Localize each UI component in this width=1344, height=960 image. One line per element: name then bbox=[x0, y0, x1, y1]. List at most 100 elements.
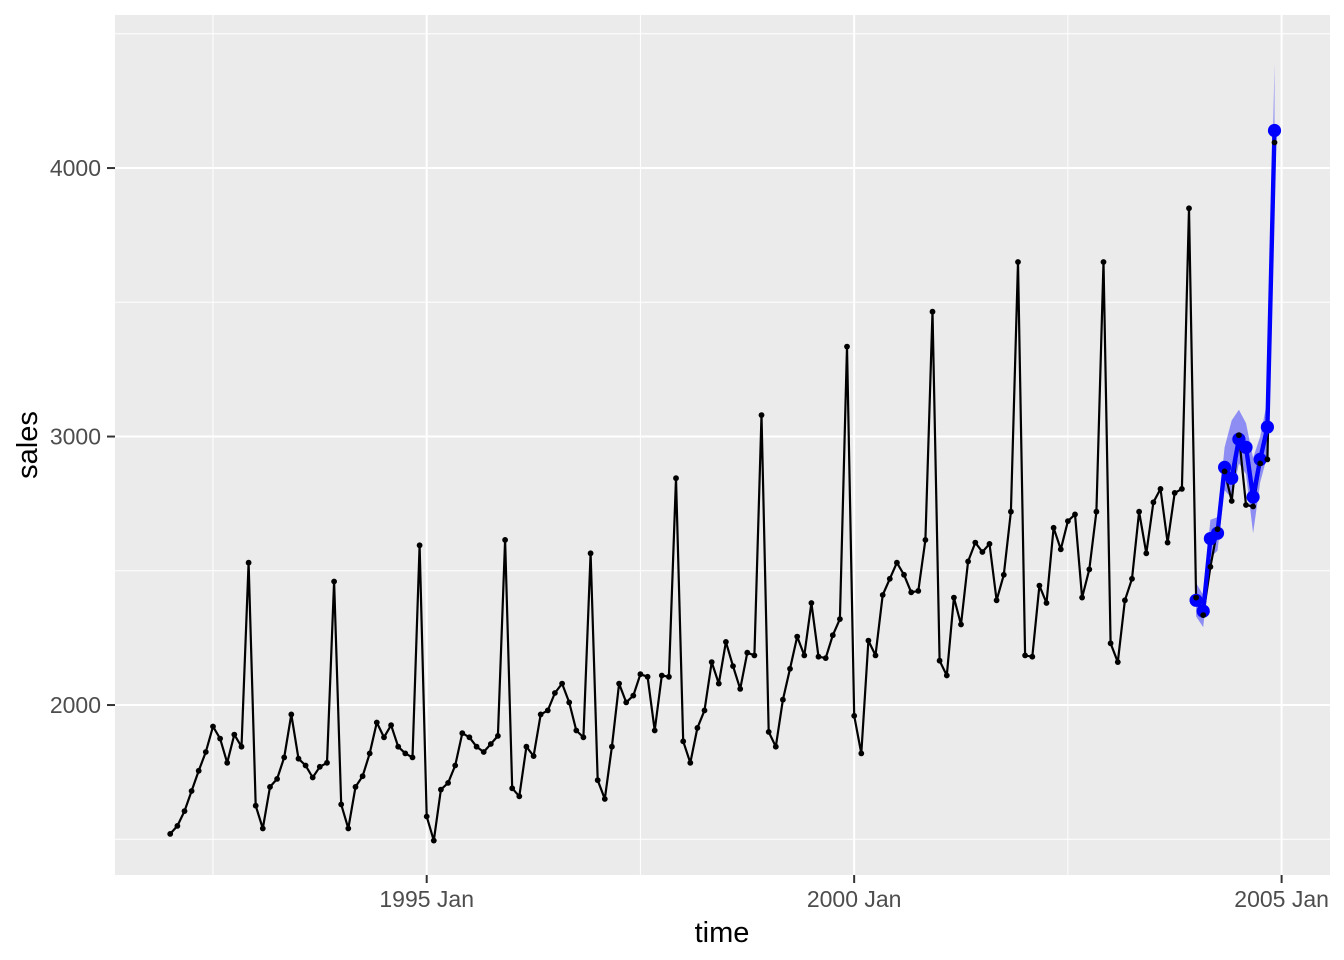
observed-point bbox=[188, 788, 195, 794]
observed-point bbox=[1214, 526, 1221, 533]
observed-point bbox=[416, 542, 423, 549]
observed-point bbox=[822, 655, 829, 661]
observed-point bbox=[288, 711, 295, 718]
observed-point bbox=[1250, 503, 1256, 510]
observed-point bbox=[894, 559, 900, 566]
observed-point bbox=[552, 690, 558, 696]
observed-point bbox=[530, 753, 537, 759]
observed-point bbox=[1065, 518, 1071, 524]
observed-point bbox=[951, 594, 957, 601]
observed-point bbox=[965, 558, 971, 565]
observed-point bbox=[1036, 582, 1043, 589]
observed-point bbox=[1050, 524, 1057, 531]
observed-point bbox=[174, 823, 181, 829]
observed-point bbox=[1093, 508, 1100, 515]
observed-point bbox=[915, 588, 922, 594]
observed-point bbox=[801, 652, 808, 659]
observed-point bbox=[210, 723, 216, 730]
observed-point bbox=[787, 665, 793, 672]
observed-point bbox=[901, 571, 907, 578]
observed-point bbox=[993, 597, 1000, 604]
observed-point bbox=[694, 725, 701, 731]
observed-point bbox=[231, 731, 238, 738]
observed-point bbox=[886, 575, 893, 582]
observed-point bbox=[1129, 575, 1135, 582]
observed-point bbox=[252, 802, 259, 809]
observed-point bbox=[1193, 594, 1199, 601]
observed-point bbox=[245, 559, 252, 566]
observed-point bbox=[922, 537, 929, 543]
observed-point bbox=[1200, 612, 1207, 618]
observed-point bbox=[267, 784, 273, 790]
observed-point bbox=[637, 671, 644, 678]
observed-point bbox=[708, 659, 715, 665]
observed-point bbox=[1221, 468, 1228, 475]
fitted-point bbox=[1225, 471, 1239, 485]
observed-point bbox=[495, 733, 501, 739]
observed-point bbox=[1171, 490, 1178, 496]
observed-point bbox=[202, 749, 209, 755]
observed-point bbox=[1079, 594, 1085, 601]
observed-point bbox=[844, 343, 850, 350]
observed-point bbox=[459, 730, 466, 737]
observed-point bbox=[487, 741, 494, 747]
observed-point bbox=[680, 738, 687, 745]
fitted-point bbox=[1210, 526, 1225, 540]
plot-panel: 1995 Jan 2000 Jan 2005 Jan 2000 3000 4000 bbox=[50, 15, 1330, 912]
observed-point bbox=[1100, 259, 1107, 265]
observed-point bbox=[701, 707, 708, 714]
observed-point bbox=[1136, 508, 1142, 515]
observed-point bbox=[1186, 205, 1192, 212]
observed-point bbox=[331, 578, 337, 585]
observed-point bbox=[815, 653, 822, 660]
observed-point bbox=[1086, 566, 1093, 573]
fitted-point bbox=[1196, 604, 1210, 618]
observed-point bbox=[1022, 652, 1028, 659]
observed-point bbox=[751, 652, 758, 659]
observed-point bbox=[1243, 502, 1249, 508]
observed-point bbox=[644, 673, 651, 680]
observed-point bbox=[402, 750, 409, 757]
observed-point bbox=[936, 657, 943, 664]
observed-point bbox=[438, 786, 444, 793]
observed-point bbox=[687, 759, 694, 766]
y-tick-label: 3000 bbox=[50, 424, 101, 450]
y-tick-label: 2000 bbox=[50, 692, 101, 718]
observed-point bbox=[808, 600, 815, 606]
observed-point bbox=[1107, 640, 1114, 647]
observed-point bbox=[837, 616, 843, 622]
observed-point bbox=[908, 589, 915, 596]
observed-point bbox=[1257, 460, 1264, 467]
observed-point bbox=[409, 754, 416, 761]
x-tick-label: 1995 Jan bbox=[379, 886, 474, 912]
observed-point bbox=[851, 712, 858, 719]
fitted-point bbox=[1218, 460, 1232, 474]
observed-point bbox=[730, 663, 736, 669]
observed-point bbox=[167, 831, 174, 837]
observed-point bbox=[566, 699, 573, 706]
observed-point bbox=[609, 743, 615, 750]
observed-point bbox=[573, 727, 580, 734]
observed-point bbox=[972, 539, 979, 546]
observed-point bbox=[594, 777, 601, 784]
observed-point bbox=[1015, 259, 1021, 265]
observed-point bbox=[651, 727, 658, 734]
observed-point bbox=[224, 759, 231, 766]
observed-point bbox=[1029, 653, 1036, 660]
observed-point bbox=[509, 785, 516, 792]
x-axis-title: time bbox=[695, 917, 750, 949]
y-axis-title: sales bbox=[12, 411, 44, 479]
fitted-point bbox=[1246, 490, 1260, 504]
observed-point bbox=[195, 767, 202, 774]
observed-point bbox=[794, 633, 801, 640]
observed-point bbox=[744, 649, 751, 656]
observed-point bbox=[502, 537, 508, 543]
observed-point bbox=[1114, 659, 1121, 665]
observed-point bbox=[181, 808, 188, 814]
observed-point bbox=[758, 412, 765, 418]
observed-point bbox=[580, 734, 587, 741]
x-tick-label: 2005 Jan bbox=[1234, 886, 1329, 912]
observed-point bbox=[309, 774, 316, 781]
